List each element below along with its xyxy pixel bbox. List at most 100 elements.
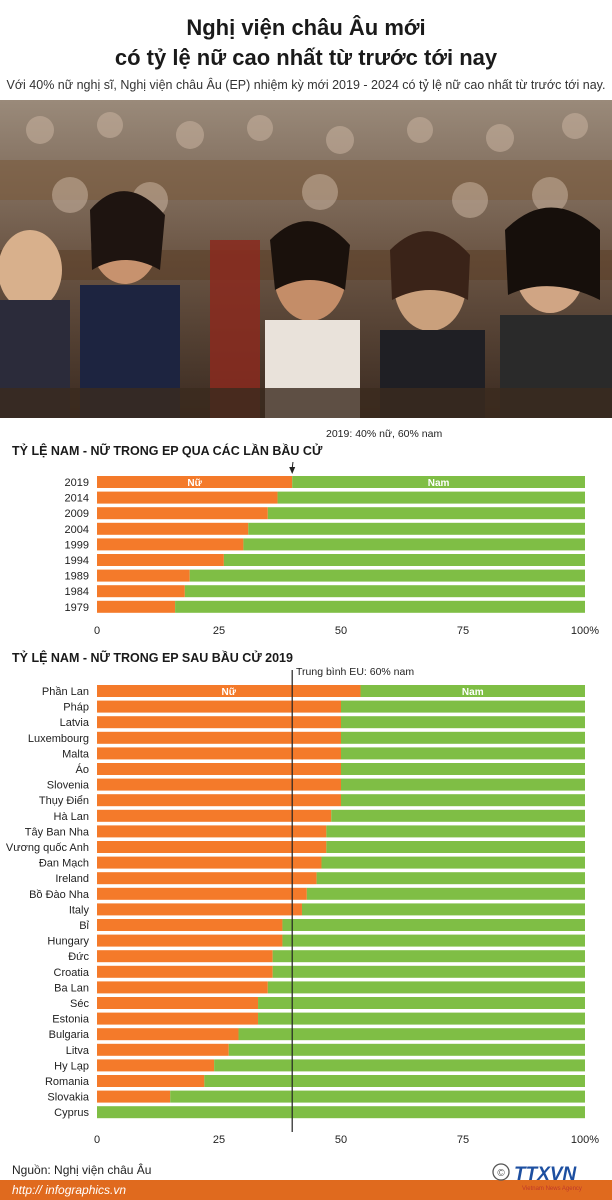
bar-male-23 (228, 1043, 585, 1056)
x-tick-label-1: 25 (213, 625, 225, 637)
x-tick-label-4: 100% (571, 1134, 599, 1146)
category-label-6: Slovenia (47, 780, 90, 792)
bar-male-2 (341, 716, 585, 729)
bar-male-14 (301, 903, 585, 916)
bar-male-3 (341, 731, 585, 744)
bar-female-12 (97, 872, 317, 885)
category-label-0: Phần Lan (42, 686, 89, 698)
bar-male-0 (292, 476, 585, 488)
x-tick-label-0: 0 (94, 1134, 100, 1146)
bar-female-18 (97, 965, 273, 978)
bar-female-2 (97, 716, 341, 729)
bar-female-3 (97, 522, 249, 535)
page-title-line2: có tỷ lệ nữ cao nhất từ trước tới nay (114, 45, 498, 70)
ttxvn-logo: © TTXVN Vietnam News Agency (492, 1160, 604, 1194)
logo-subtext: Vietnam News Agency (522, 1186, 582, 1192)
category-label-24: Hy Lạp (54, 1060, 89, 1072)
bar-female-8 (97, 600, 176, 613)
bar-female-14 (97, 903, 302, 916)
bar-male-3 (248, 522, 585, 535)
category-label-25: Romania (45, 1076, 90, 1088)
x-tick-label-0: 0 (94, 625, 100, 637)
footer-source: Nguồn: Nghị viện châu Âu (12, 1163, 152, 1177)
bar-male-20 (258, 997, 585, 1009)
bar-male-7 (184, 585, 585, 598)
logo-text: TTXVN (514, 1164, 578, 1185)
chart2-svg: Phần Lan Nữ Nam Pháp Latvia Luxembourg Malta Áo… (6, 670, 599, 1146)
bar-male-25 (204, 1075, 586, 1087)
bar-female-1 (97, 700, 341, 713)
bar-male-9 (326, 825, 585, 838)
bar-female-26 (97, 1090, 171, 1103)
bar-male-21 (258, 1012, 585, 1025)
category-label-15: Bỉ (79, 920, 89, 932)
category-label-10: Vương quốc Anh (6, 842, 89, 854)
bar-female-8 (97, 809, 332, 822)
chart2-title: TỶ LỆ NAM - NỮ TRONG EP SAU BẦU CỬ 2019 (12, 651, 293, 665)
category-label-1: Pháp (63, 702, 89, 714)
bar-female-4 (97, 538, 244, 551)
bar-male-7 (341, 794, 585, 807)
bar-female-21 (97, 1012, 259, 1025)
category-label-21: Estonia (52, 1014, 90, 1026)
category-label-4: Malta (62, 748, 90, 760)
legend-label-male: Nam (428, 478, 450, 489)
chart1-svg: 2019 Nữ Nam 2014 2009 2004 1999 1994 1989 1984 197… (65, 462, 599, 637)
bar-male-2 (267, 507, 585, 520)
bar-male-5 (341, 763, 585, 775)
footer-url-link[interactable]: http:// infographics.vn (12, 1183, 127, 1197)
bar-female-7 (97, 585, 185, 598)
bar-female-25 (97, 1075, 205, 1087)
bar-male-27 (97, 1106, 585, 1119)
bar-female-11 (97, 856, 322, 869)
chart1-annotation: 2019: 40% nữ, 60% nam (326, 428, 443, 440)
bar-female-0 (97, 476, 293, 488)
category-label-6: 1989 (65, 571, 89, 583)
bar-female-9 (97, 825, 327, 838)
bar-male-1 (277, 491, 585, 504)
bar-female-4 (97, 747, 341, 760)
bar-male-13 (306, 887, 585, 900)
bar-female-16 (97, 934, 283, 947)
bar-male-12 (316, 872, 585, 885)
parliament-photo (0, 100, 612, 418)
chart2-reference-label: Trung bình EU: 60% nam (296, 666, 415, 678)
category-label-3: Luxembourg (28, 733, 89, 745)
bar-male-24 (214, 1059, 585, 1072)
annotation-arrowhead (289, 467, 296, 474)
annotation-arrow (291, 462, 294, 473)
category-label-26: Slovakia (47, 1092, 89, 1104)
x-tick-label-2: 50 (335, 1134, 347, 1146)
legend-label-female: Nữ (187, 478, 202, 489)
category-label-13: Bồ Đào Nha (29, 889, 90, 901)
category-label-7: Thụy Điển (39, 795, 89, 807)
bar-male-4 (243, 538, 585, 551)
category-label-23: Litva (66, 1045, 90, 1057)
x-tick-label-3: 75 (457, 625, 469, 637)
bar-female-7 (97, 794, 341, 807)
category-label-9: Tây Ban Nha (25, 826, 90, 838)
category-label-27: Cyprus (54, 1107, 89, 1119)
bar-male-6 (189, 569, 585, 582)
bar-female-5 (97, 554, 224, 566)
category-label-2: 2009 (65, 508, 89, 520)
bar-male-0 (360, 685, 585, 697)
bar-female-3 (97, 731, 341, 744)
bar-male-8 (175, 600, 585, 613)
bar-female-13 (97, 887, 307, 900)
page-title-line1: Nghị viện châu Âu mới (186, 15, 426, 40)
x-tick-label-3: 75 (457, 1134, 469, 1146)
x-tick-label-4: 100% (571, 625, 599, 637)
category-label-19: Ba Lan (54, 982, 89, 994)
page-subtitle: Với 40% nữ nghị sĩ, Nghị viện châu Âu (E… (6, 78, 606, 92)
category-label-7: 1984 (65, 586, 89, 598)
bar-female-23 (97, 1043, 229, 1056)
category-label-18: Croatia (54, 967, 90, 979)
legend-label-female: Nữ (222, 687, 237, 698)
x-tick-label-1: 25 (213, 1134, 225, 1146)
category-label-2: Latvia (60, 717, 90, 729)
bar-male-16 (282, 934, 585, 947)
bar-female-22 (97, 1028, 239, 1041)
category-label-5: 1994 (65, 555, 89, 567)
category-label-22: Bulgaria (49, 1029, 90, 1041)
